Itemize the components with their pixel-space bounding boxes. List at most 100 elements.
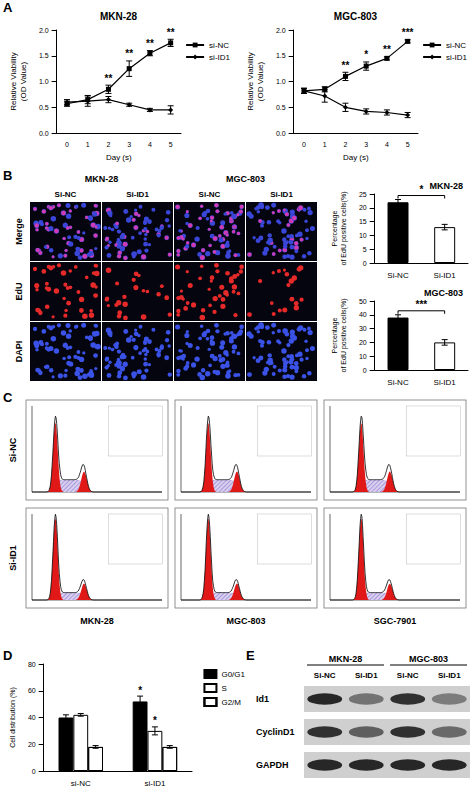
svg-text:0.0: 0.0 [39, 130, 49, 137]
svg-text:15: 15 [359, 218, 367, 225]
svg-text:MKN-28: MKN-28 [80, 616, 114, 626]
svg-text:of EdU positive cells(%): of EdU positive cells(%) [340, 192, 348, 266]
svg-text:**: ** [125, 48, 133, 59]
svg-text:20: 20 [28, 741, 36, 748]
svg-text:40: 40 [359, 311, 367, 318]
svg-text:60: 60 [28, 687, 36, 694]
svg-text:1.0: 1.0 [39, 78, 49, 85]
svg-text:**: ** [167, 27, 175, 38]
svg-text:SGC-7901: SGC-7901 [374, 616, 417, 626]
svg-text:si-NC: si-NC [71, 779, 91, 788]
svg-text:0.0: 0.0 [276, 130, 286, 137]
svg-text:40: 40 [28, 714, 36, 721]
svg-text:0: 0 [32, 768, 36, 775]
svg-text:20: 20 [359, 339, 367, 346]
svg-text:S: S [221, 684, 226, 693]
svg-text:20: 20 [359, 204, 367, 211]
svg-text:Si-NC: Si-NC [397, 671, 419, 680]
svg-text:0.5: 0.5 [276, 104, 286, 111]
svg-text:Si-NC: Si-NC [55, 190, 77, 199]
svg-text:Si-ID1: Si-ID1 [355, 671, 378, 680]
svg-text:*: * [153, 715, 157, 726]
svg-text:Day (s): Day (s) [343, 153, 369, 162]
svg-text:Si-ID1: Si-ID1 [270, 190, 293, 199]
svg-text:50: 50 [359, 298, 367, 305]
svg-text:*: * [138, 685, 142, 696]
svg-text:***: *** [402, 27, 414, 38]
svg-text:80: 80 [28, 661, 36, 668]
svg-text:2.0: 2.0 [39, 27, 49, 34]
svg-text:Percentage: Percentage [331, 317, 339, 353]
svg-text:2: 2 [106, 141, 110, 148]
svg-text:Si-NC: Si-NC [387, 271, 409, 280]
svg-text:Si-ID1: Si-ID1 [438, 671, 461, 680]
svg-text:Relative Viability: Relative Viability [9, 52, 18, 111]
svg-text:**: ** [383, 44, 391, 55]
svg-text:MGC-803: MGC-803 [424, 288, 463, 298]
svg-text:0: 0 [363, 367, 367, 374]
svg-text:Si-NC: Si-NC [199, 190, 221, 199]
svg-text:***: *** [415, 299, 427, 310]
svg-text:si-ID1: si-ID1 [446, 53, 467, 62]
svg-text:4: 4 [148, 141, 152, 148]
svg-text:1: 1 [323, 141, 327, 148]
svg-text:si-NC: si-NC [446, 41, 466, 50]
svg-text:0: 0 [363, 260, 367, 267]
svg-text:si-NC: si-NC [209, 41, 229, 50]
svg-text:G0/G1: G0/G1 [221, 670, 245, 679]
svg-text:1.0: 1.0 [276, 78, 286, 85]
svg-text:2: 2 [343, 141, 347, 148]
svg-text:EdU: EdU [14, 283, 24, 301]
svg-text:MGC-803: MGC-803 [226, 616, 265, 626]
svg-text:1.5: 1.5 [276, 52, 286, 59]
svg-text:DAPI: DAPI [14, 341, 24, 363]
svg-text:MKN-28: MKN-28 [429, 181, 463, 191]
svg-text:0: 0 [65, 141, 69, 148]
svg-text:0: 0 [302, 141, 306, 148]
svg-text:Si-ID1: Si-ID1 [8, 545, 18, 571]
svg-text:5: 5 [169, 141, 173, 148]
svg-text:(OD Value): (OD Value) [19, 62, 28, 102]
svg-text:Merge: Merge [14, 218, 24, 245]
svg-text:0.5: 0.5 [39, 104, 49, 111]
svg-text:*: * [364, 49, 368, 60]
svg-text:MKN-28: MKN-28 [85, 174, 119, 184]
svg-text:Si-NC: Si-NC [314, 671, 336, 680]
svg-text:**: ** [342, 60, 350, 71]
svg-text:MGC-803: MGC-803 [334, 11, 378, 22]
svg-text:si-ID1: si-ID1 [209, 53, 230, 62]
svg-text:CyclinD1: CyclinD1 [256, 727, 295, 737]
svg-text:G2/M: G2/M [221, 698, 241, 707]
svg-text:GAPDH: GAPDH [256, 760, 289, 770]
svg-text:MKN-28: MKN-28 [100, 11, 138, 22]
svg-text:Id1: Id1 [256, 694, 269, 704]
svg-text:Day (s): Day (s) [106, 153, 132, 162]
svg-text:MGC-803: MGC-803 [226, 174, 265, 184]
svg-text:10: 10 [359, 232, 367, 239]
svg-text:Percentage: Percentage [331, 210, 339, 246]
svg-text:**: ** [146, 38, 154, 49]
svg-text:Si-ID1: Si-ID1 [434, 378, 457, 387]
svg-text:Si-ID1: Si-ID1 [126, 190, 149, 199]
svg-text:1: 1 [86, 141, 90, 148]
svg-text:3: 3 [127, 141, 131, 148]
svg-text:Relative Viability: Relative Viability [246, 52, 255, 111]
svg-text:5: 5 [406, 141, 410, 148]
svg-text:3: 3 [364, 141, 368, 148]
svg-text:2.0: 2.0 [276, 27, 286, 34]
svg-text:**: ** [105, 73, 113, 84]
svg-text:MKN-28: MKN-28 [329, 654, 363, 664]
svg-text:10: 10 [359, 353, 367, 360]
svg-text:*: * [419, 184, 423, 195]
svg-text:MGC-803: MGC-803 [409, 654, 448, 664]
svg-text:of EdU positive cells(%): of EdU positive cells(%) [340, 299, 348, 373]
svg-text:1.5: 1.5 [39, 52, 49, 59]
svg-text:30: 30 [359, 325, 367, 332]
svg-text:Si-ID1: Si-ID1 [434, 271, 457, 280]
svg-text:Si-NC: Si-NC [8, 437, 18, 462]
svg-text:4: 4 [385, 141, 389, 148]
svg-text:(OD Value): (OD Value) [256, 62, 265, 102]
svg-text:5: 5 [363, 246, 367, 253]
svg-text:Si-NC: Si-NC [387, 378, 409, 387]
svg-text:25: 25 [359, 191, 367, 198]
